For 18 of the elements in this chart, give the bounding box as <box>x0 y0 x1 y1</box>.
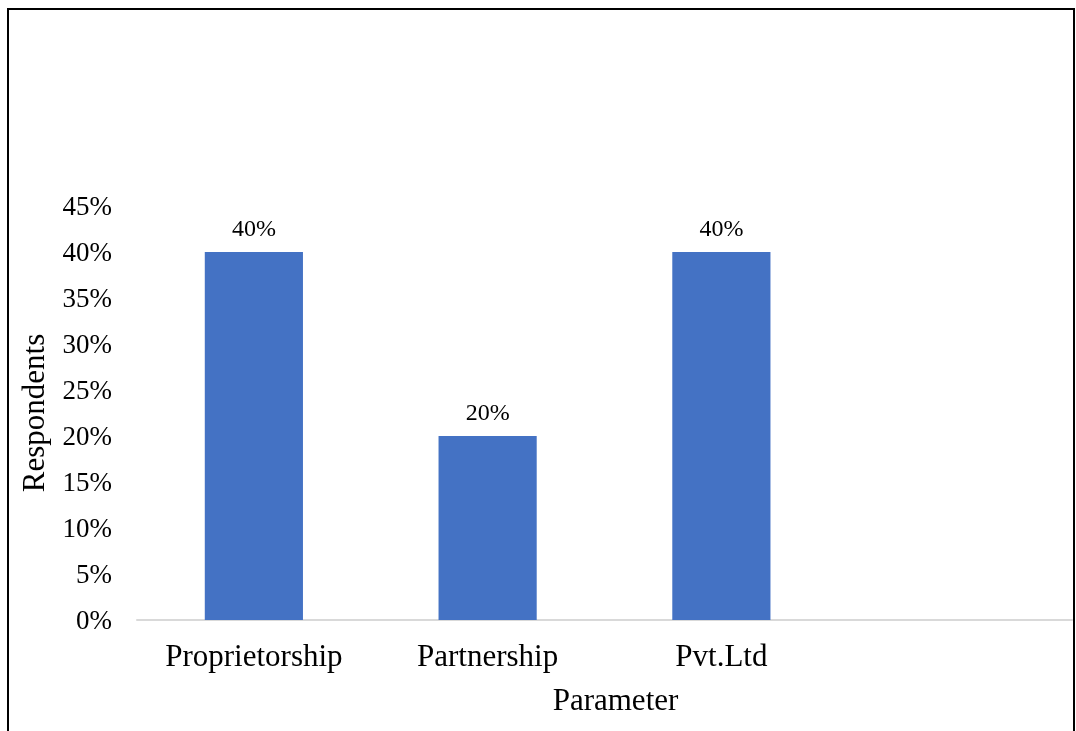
y-tick-label: 30% <box>62 329 112 359</box>
x-tick-label: Pvt.Ltd <box>675 638 768 673</box>
x-tick-label: Proprietorship <box>165 638 343 673</box>
x-tick-label: Partnership <box>417 638 559 673</box>
data-label: 20% <box>465 399 510 425</box>
y-tick-label: 45% <box>62 191 112 221</box>
y-tick-label: 35% <box>62 283 112 313</box>
y-tick-label: 10% <box>62 513 112 543</box>
y-tick-label: 25% <box>62 375 112 405</box>
data-label: 40% <box>699 215 744 241</box>
y-axis-title: Respondents <box>16 333 51 493</box>
data-label: 40% <box>231 215 276 241</box>
y-tick-label: 5% <box>76 559 112 589</box>
y-tick-label: 20% <box>62 421 112 451</box>
y-tick-label: 15% <box>62 467 112 497</box>
y-tick-label: 40% <box>62 237 112 267</box>
x-axis-title: Parameter <box>552 682 679 717</box>
y-tick-label: 0% <box>76 605 112 635</box>
